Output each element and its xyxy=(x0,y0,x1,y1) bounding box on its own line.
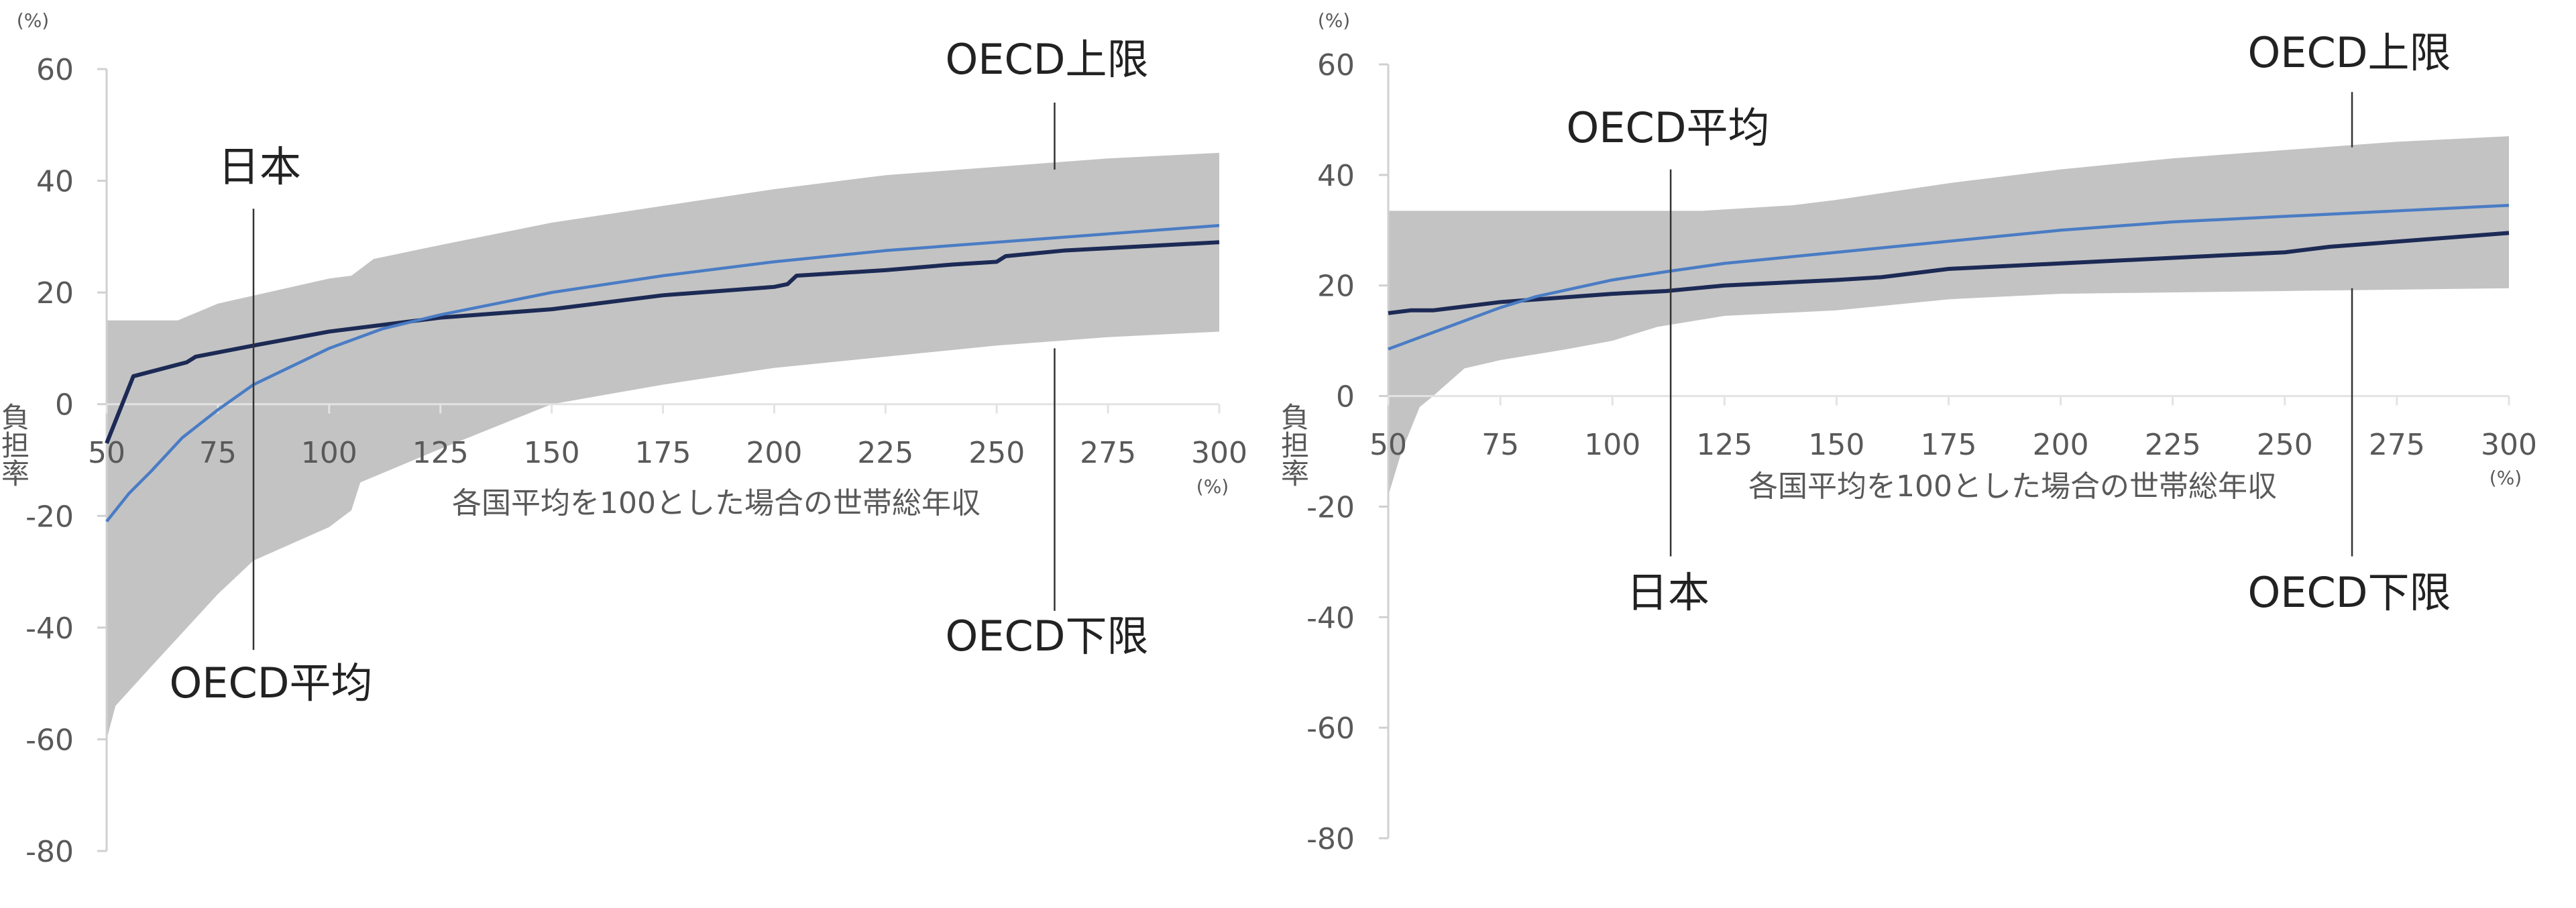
x-tick-label: 75 xyxy=(1481,428,1519,462)
y-tick-label: 20 xyxy=(36,276,74,310)
x-tick-label: 275 xyxy=(1080,436,1136,470)
x-tick-label: 75 xyxy=(199,436,237,470)
y-tick-label: -20 xyxy=(1306,490,1355,524)
oecd-range-band xyxy=(1388,136,2509,496)
oecd-average-line xyxy=(1388,203,2510,351)
y-tick-label: -80 xyxy=(1306,822,1355,856)
x-axis-unit: (%) xyxy=(2489,467,2522,489)
y-tick-label: -60 xyxy=(1306,712,1355,746)
y-axis-unit: (%) xyxy=(17,9,49,32)
y-tick-label: 20 xyxy=(1317,270,1355,304)
x-tick-label: 125 xyxy=(1696,428,1752,462)
y-tick-label: 0 xyxy=(55,388,74,422)
y-tick-label: -40 xyxy=(1306,601,1355,635)
x-tick-label: 300 xyxy=(1191,436,1247,470)
x-tick-label: 100 xyxy=(1584,428,1640,462)
y-tick-label: 0 xyxy=(1336,380,1355,414)
x-tick-label: 150 xyxy=(1808,428,1864,462)
y-tick-label: 40 xyxy=(36,165,74,199)
y-tick-label: -80 xyxy=(25,835,74,869)
y-tick-label: 60 xyxy=(1317,48,1355,82)
x-axis-unit: (%) xyxy=(1196,475,1229,498)
x-axis-title: 各国平均を100とした場合の世帯総年収 xyxy=(1748,469,2277,504)
oecd-range-band xyxy=(107,152,1219,740)
x-tick-label: 200 xyxy=(2033,428,2089,462)
y-tick-label: 40 xyxy=(1317,159,1355,193)
x-tick-label: 175 xyxy=(635,436,691,470)
x-tick-label: 250 xyxy=(2257,428,2313,462)
annotation-label: 日本 xyxy=(1626,568,1710,617)
annotation-label: OECD上限 xyxy=(2247,28,2451,77)
oecd-average-line xyxy=(105,223,1220,523)
annotation-label: OECD平均 xyxy=(169,659,372,707)
x-tick-label: 150 xyxy=(524,436,580,470)
x-tick-label: 175 xyxy=(1921,428,1977,462)
y-tick-label: -40 xyxy=(25,612,74,646)
annotation-label: OECD平均 xyxy=(1566,103,1769,152)
x-tick-label: 250 xyxy=(968,436,1025,470)
x-tick-label: 50 xyxy=(1369,428,1407,462)
y-axis-unit: (%) xyxy=(1318,9,1350,32)
japan-line xyxy=(105,240,1220,445)
x-tick-label: 125 xyxy=(412,436,469,470)
annotation-label: 日本 xyxy=(218,142,301,191)
japan-line xyxy=(1388,231,2510,315)
annotation-label: OECD下限 xyxy=(2247,568,2451,617)
y-axis-title: 負担率 xyxy=(0,402,30,487)
x-tick-label: 200 xyxy=(746,436,802,470)
x-tick-label: 225 xyxy=(2145,428,2201,462)
x-tick-label: 275 xyxy=(2369,428,2425,462)
annotation-label: OECD上限 xyxy=(945,35,1148,84)
x-axis-title: 各国平均を100とした場合の世帯総年収 xyxy=(452,486,981,520)
y-tick-label: 60 xyxy=(36,53,74,87)
x-tick-label: 100 xyxy=(301,436,357,470)
y-tick-label: -60 xyxy=(25,723,74,757)
x-tick-label: 300 xyxy=(2481,428,2537,462)
y-tick-label: -20 xyxy=(25,500,74,534)
annotation-label: OECD下限 xyxy=(945,612,1148,661)
y-axis-title: 負担率 xyxy=(1277,402,1310,487)
x-tick-label: 225 xyxy=(857,436,913,470)
